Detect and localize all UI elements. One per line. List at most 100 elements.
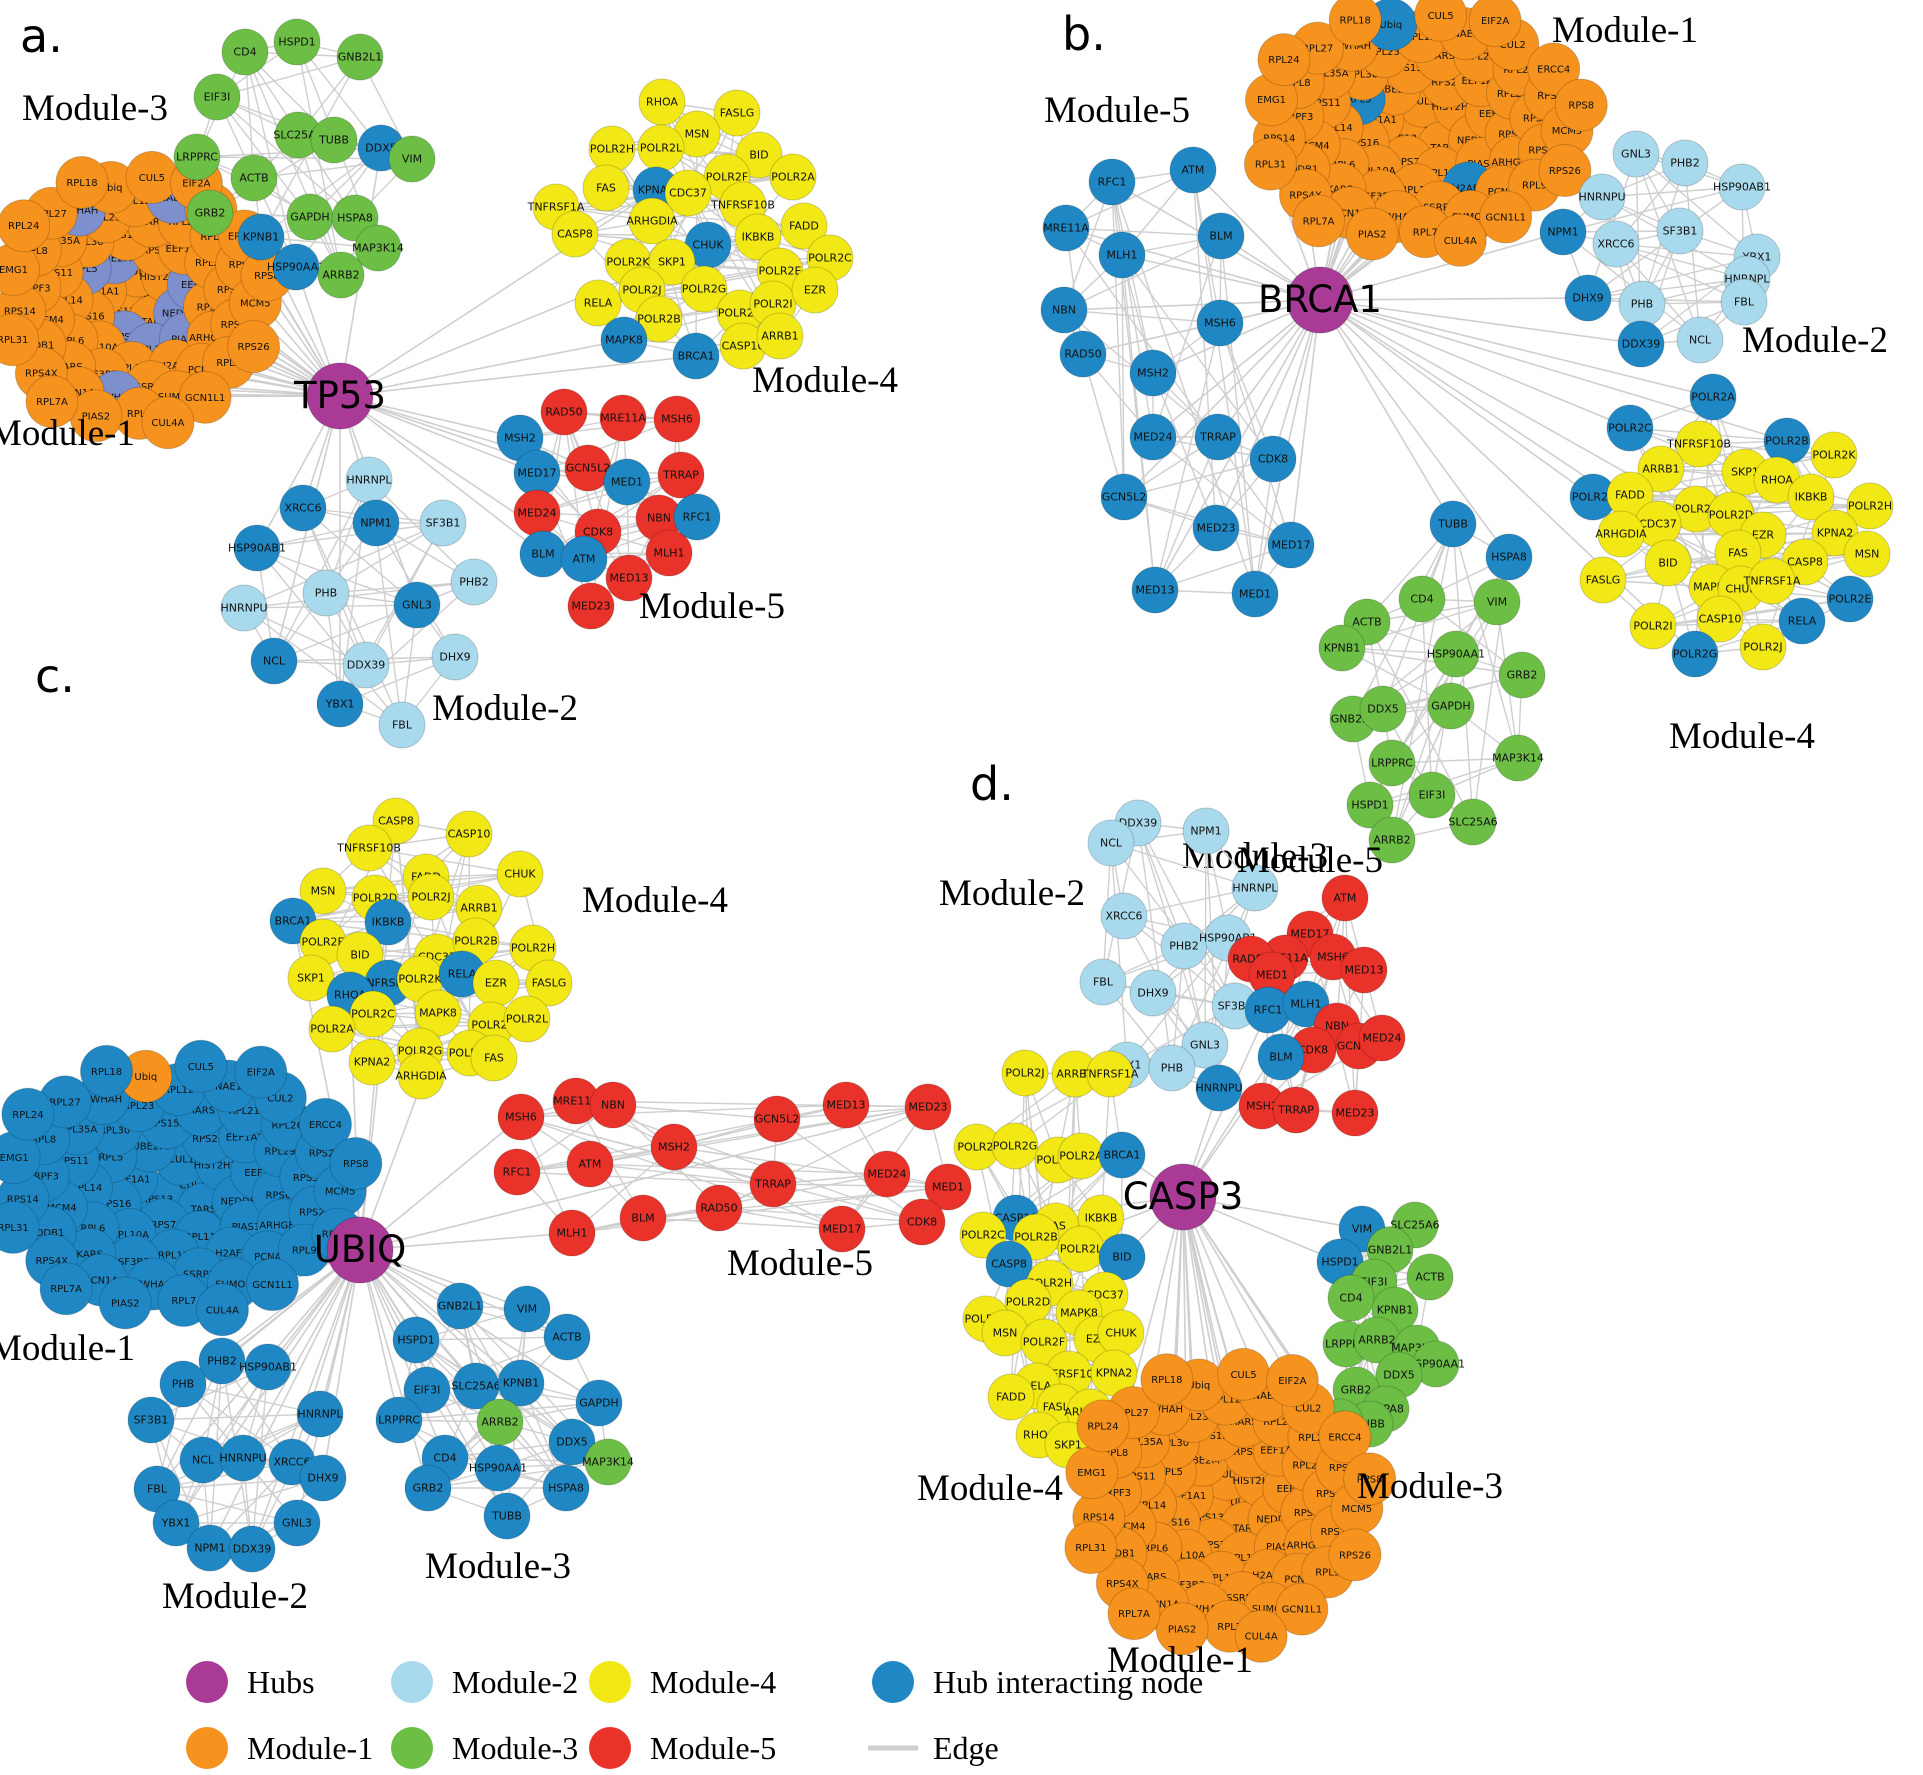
- gene-node-circle[interactable]: [1169, 146, 1217, 194]
- gene-node-circle[interactable]: [981, 1309, 1029, 1357]
- node-b-module-5-BLM[interactable]: BLM: [1197, 212, 1245, 260]
- hub-circle[interactable]: [306, 362, 374, 430]
- node-b-module-4-RELA[interactable]: RELA: [1778, 597, 1826, 645]
- node-c-module-3-ACTB[interactable]: ACTB: [543, 1313, 591, 1361]
- node-b-module-5-TRRAP[interactable]: TRRAP: [1194, 413, 1242, 461]
- node-b-module-3-GRB2[interactable]: GRB2: [1498, 651, 1546, 699]
- node-a-module-4-RHOA[interactable]: RHOA: [638, 78, 686, 126]
- node-a-module-5-MRE11A[interactable]: MRE11A: [599, 394, 647, 442]
- gene-node-circle[interactable]: [1267, 521, 1315, 569]
- gene-node-circle[interactable]: [345, 456, 393, 504]
- node-b-module-5-MED23[interactable]: MED23: [1192, 504, 1240, 552]
- gene-node-circle[interactable]: [780, 202, 828, 250]
- node-d-module-4-CHUK[interactable]: CHUK: [1097, 1309, 1145, 1357]
- gene-node-circle[interactable]: [497, 1359, 545, 1407]
- node-d-module-5-MED13[interactable]: MED13: [1340, 946, 1388, 994]
- gene-node-circle[interactable]: [299, 867, 347, 915]
- gene-node-circle[interactable]: [246, 1258, 300, 1312]
- gene-node-circle[interactable]: [756, 312, 804, 360]
- gene-node-circle[interactable]: [272, 243, 320, 291]
- gene-node-circle[interactable]: [904, 1083, 952, 1131]
- node-a-module-5-BLM[interactable]: BLM: [519, 530, 567, 578]
- node-b-module-2-DHX9[interactable]: DHX9: [1564, 274, 1612, 322]
- gene-node-circle[interactable]: [414, 989, 462, 1037]
- node-c-module-2-DDX39[interactable]: DDX39: [228, 1525, 276, 1573]
- node-c-module-3-ARRB2[interactable]: ARRB2: [476, 1398, 524, 1446]
- node-b-module-3-CD4[interactable]: CD4: [1398, 575, 1446, 623]
- node-c-module-3-GAPDH[interactable]: GAPDH: [575, 1379, 623, 1427]
- node-c-module-4-FAS[interactable]: FAS: [470, 1034, 518, 1082]
- node-b-module-2-HNRNPU[interactable]: HNRNPU: [1578, 173, 1626, 221]
- node-c-module-2-PHB2[interactable]: PHB2: [198, 1337, 246, 1385]
- node-d-module-2-NCL[interactable]: NCL: [1087, 819, 1135, 867]
- node-d-module-4-POLR2G[interactable]: POLR2G: [991, 1122, 1039, 1170]
- gene-node-circle[interactable]: [1479, 190, 1533, 244]
- gene-node-circle[interactable]: [1427, 682, 1475, 730]
- gene-node-circle[interactable]: [445, 810, 493, 858]
- gene-node-circle[interactable]: [1826, 575, 1874, 623]
- node-a-module-2-HSP90AB1[interactable]: HSP90AB1: [228, 524, 286, 572]
- node-a-module-4-POLR2L[interactable]: POLR2L: [637, 124, 685, 172]
- node-a-module-2-GNL3[interactable]: GNL3: [393, 581, 441, 629]
- gene-node-circle[interactable]: [1432, 630, 1480, 678]
- node-d-module-4-MSN[interactable]: MSN: [981, 1309, 1029, 1357]
- node-b-module-3-LRPPRC[interactable]: LRPPRC: [1368, 739, 1416, 787]
- gene-node-circle[interactable]: [680, 265, 728, 313]
- node-d-module-1-RPL7A[interactable]: RPL7A: [1107, 1587, 1161, 1641]
- gene-node-circle[interactable]: [179, 1436, 227, 1484]
- node-d-module-1-EMG1[interactable]: EMG1: [1065, 1446, 1119, 1500]
- node-b-module-5-MED1[interactable]: MED1: [1231, 570, 1279, 618]
- gene-node-circle[interactable]: [822, 1081, 870, 1129]
- gene-node-circle[interactable]: [1160, 922, 1208, 970]
- gene-node-circle[interactable]: [1449, 798, 1497, 846]
- node-b-module-5-MED17[interactable]: MED17: [1267, 521, 1315, 569]
- node-c-module-3-HSPA8[interactable]: HSPA8: [542, 1464, 590, 1512]
- gene-node-circle[interactable]: [98, 1276, 152, 1330]
- node-a-module-5-TRRAP[interactable]: TRRAP: [657, 451, 705, 499]
- gene-node-circle[interactable]: [1676, 316, 1724, 364]
- gene-node-circle[interactable]: [1231, 570, 1279, 618]
- gene-node-circle[interactable]: [388, 135, 436, 183]
- gene-node-circle[interactable]: [1346, 781, 1394, 829]
- gene-node-circle[interactable]: [302, 569, 350, 617]
- gene-node-circle[interactable]: [483, 1492, 531, 1540]
- node-b-module-1-GCN1L1[interactable]: GCN1L1: [1479, 190, 1533, 244]
- node-a-module-2-DDX39[interactable]: DDX39: [342, 641, 390, 689]
- node-d-module-2-PHB[interactable]: PHB: [1148, 1044, 1196, 1092]
- node-a-module-4-CASP8[interactable]: CASP8: [551, 210, 599, 258]
- gene-node-circle[interactable]: [560, 535, 608, 583]
- node-b-module-5-MED24[interactable]: MED24: [1129, 413, 1177, 461]
- gene-node-circle[interactable]: [1787, 473, 1835, 521]
- gene-node-circle[interactable]: [1275, 1582, 1329, 1636]
- node-d-module-5-BLM[interactable]: BLM: [1257, 1033, 1305, 1081]
- gene-node-circle[interactable]: [39, 1262, 93, 1316]
- node-c-module-5-RAD50[interactable]: RAD50: [695, 1184, 743, 1232]
- gene-node-circle[interactable]: [1579, 556, 1627, 604]
- node-c-module-2-HNRNPU[interactable]: HNRNPU: [219, 1434, 267, 1482]
- node-a-module-1-RPL18[interactable]: RPL18: [55, 155, 109, 209]
- gene-node-circle[interactable]: [1194, 413, 1242, 461]
- gene-node-circle[interactable]: [603, 458, 651, 506]
- node-b-module-4-POLR2C[interactable]: POLR2C: [1606, 404, 1654, 452]
- gene-node-circle[interactable]: [1689, 373, 1737, 421]
- node-b-module-1-RPL31[interactable]: RPL31: [1243, 137, 1297, 191]
- gene-node-circle[interactable]: [1321, 874, 1369, 922]
- gene-node-circle[interactable]: [1612, 130, 1660, 178]
- gene-node-circle[interactable]: [1494, 734, 1542, 782]
- node-a-module-5-MLH1[interactable]: MLH1: [645, 529, 693, 577]
- node-c-module-5-ATM[interactable]: ATM: [566, 1140, 614, 1188]
- gene-node-circle[interactable]: [493, 1148, 541, 1196]
- gene-node-circle[interactable]: [403, 1366, 451, 1414]
- gene-node-circle[interactable]: [308, 1005, 356, 1053]
- gene-node-circle[interactable]: [1001, 1049, 1049, 1097]
- gene-node-circle[interactable]: [540, 388, 588, 436]
- gene-node-circle[interactable]: [635, 295, 683, 343]
- gene-node-circle[interactable]: [695, 1184, 743, 1232]
- node-c-module-4-POLR2L[interactable]: POLR2L: [503, 995, 551, 1043]
- node-d-module-1-RPL24[interactable]: RPL24: [1076, 1399, 1130, 1453]
- gene-node-circle[interactable]: [152, 1499, 200, 1547]
- node-a-module-2-SF3B1[interactable]: SF3B1: [419, 499, 467, 547]
- gene-node-circle[interactable]: [233, 524, 281, 572]
- node-a-module-3-ARRB2[interactable]: ARRB2: [317, 251, 365, 299]
- gene-node-circle[interactable]: [1368, 739, 1416, 787]
